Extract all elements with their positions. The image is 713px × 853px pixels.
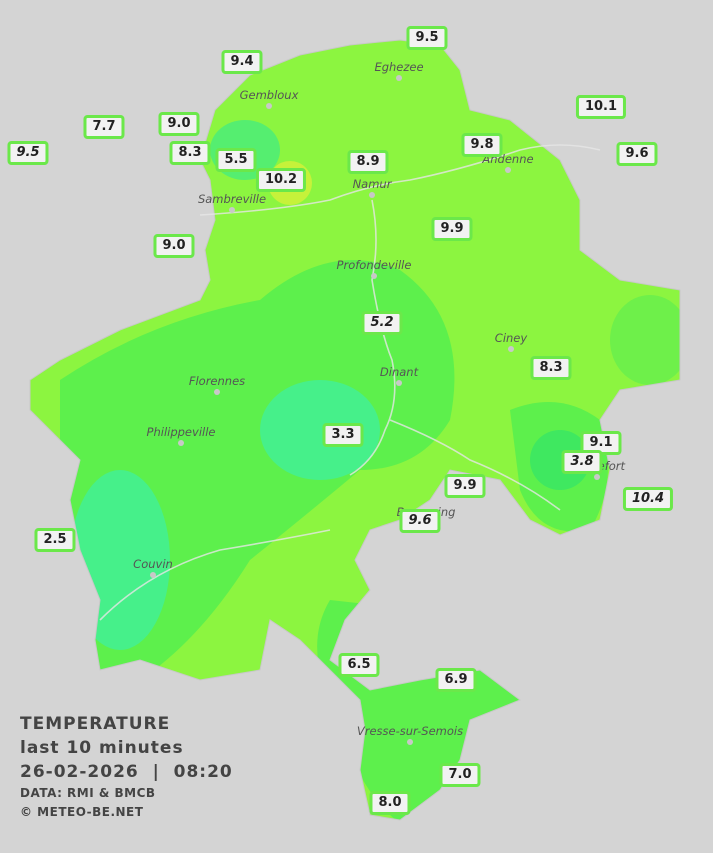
station-label: 9.6	[616, 142, 658, 166]
city-name: Dinant	[379, 365, 419, 379]
station-label: 9.6	[399, 509, 441, 533]
city-name: Couvin	[133, 557, 173, 571]
city-name: Philippeville	[146, 425, 216, 439]
station-label: 10.1	[575, 95, 627, 119]
city-name: Namur	[352, 177, 392, 191]
station-label: 9.9	[444, 474, 486, 498]
city-dot	[214, 389, 220, 395]
city-name: Profondeville	[336, 258, 412, 272]
city-dot	[505, 167, 511, 173]
station-label: 6.9	[435, 668, 477, 692]
station-label: 8.3	[169, 141, 211, 165]
city-dot	[407, 739, 413, 745]
city-dot	[396, 75, 402, 81]
station-label: 8.9	[347, 150, 389, 174]
city-dot	[508, 346, 514, 352]
station-label: 9.5	[7, 141, 49, 165]
station-label: 9.0	[158, 112, 200, 136]
station-label: 5.5	[215, 148, 257, 172]
station-label: 9.8	[461, 133, 503, 157]
city-dot	[369, 192, 375, 198]
legend-title: TEMPERATURE	[20, 714, 171, 734]
legend-datetime: 26-02-2026 | 08:20	[20, 762, 233, 782]
station-label: 9.9	[431, 217, 473, 241]
city-dot	[371, 273, 377, 279]
city-dot	[229, 207, 235, 213]
station-label: 10.2	[255, 168, 307, 192]
station-label: 10.4	[622, 487, 674, 511]
station-label: 9.0	[153, 234, 195, 258]
city-dot	[266, 103, 272, 109]
legend-source: DATA: RMI & BMCB	[20, 786, 156, 800]
legend: TEMPERATURE last 10 minutes 26-02-2026 |…	[20, 712, 233, 822]
city-name: Gembloux	[239, 88, 299, 102]
station-label: 2.5	[34, 528, 76, 552]
station-label: 9.5	[406, 26, 448, 50]
station-label: 9.4	[221, 50, 263, 74]
station-label: 8.3	[530, 356, 572, 380]
legend-copyright: © METEO-BE.NET	[20, 805, 144, 819]
legend-period: last 10 minutes	[20, 738, 184, 758]
station-label: 7.0	[439, 763, 481, 787]
city-dot	[150, 572, 156, 578]
station-label: 8.0	[369, 791, 411, 815]
city-name: Ciney	[494, 331, 528, 345]
city-name: Eghezee	[374, 60, 424, 74]
city-dot	[178, 440, 184, 446]
city-name: Florennes	[188, 374, 246, 388]
city-name: Vresse-sur-Semois	[356, 724, 464, 738]
station-label: 3.8	[561, 450, 603, 474]
rivers	[99, 144, 601, 621]
city-dot	[396, 380, 402, 386]
city-dot	[594, 474, 600, 480]
station-label: 3.3	[322, 423, 364, 447]
station-label: 6.5	[338, 653, 380, 677]
station-label: 5.2	[361, 311, 403, 335]
station-label: 7.7	[83, 115, 125, 139]
city-name: Sambreville	[197, 192, 267, 206]
